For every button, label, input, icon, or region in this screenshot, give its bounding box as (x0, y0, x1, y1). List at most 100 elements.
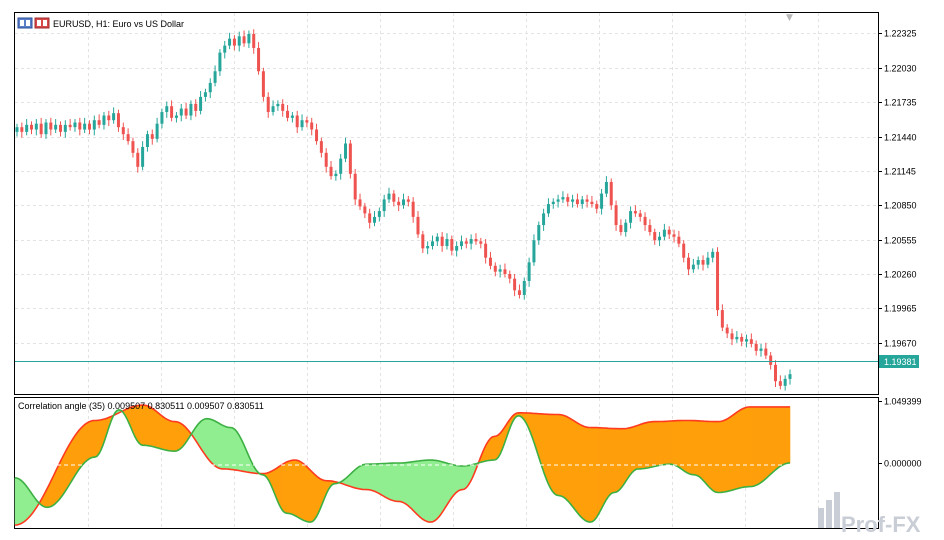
candle (73, 119, 77, 132)
candle (78, 117, 82, 136)
candle (527, 257, 531, 287)
candle (604, 176, 608, 198)
candle (58, 121, 62, 137)
candle (546, 198, 550, 217)
candle (63, 120, 67, 138)
candle (49, 117, 53, 136)
candle (638, 209, 642, 222)
candle (102, 112, 106, 130)
candle (184, 102, 188, 120)
candle (513, 273, 517, 297)
candle (677, 230, 681, 248)
candle (83, 117, 87, 134)
candle (633, 205, 637, 217)
candle (759, 343, 763, 357)
candle (590, 195, 594, 208)
price-tick-label: 1.20260 (884, 270, 917, 280)
indicator-axis: 1.049399 0.000000 (878, 397, 922, 469)
candle (416, 211, 420, 238)
candle (155, 117, 159, 143)
candle (643, 212, 647, 231)
price-tick-label: 1.20555 (884, 236, 917, 246)
candle (551, 198, 555, 209)
watermark-logo: Prof-FX (818, 492, 921, 537)
current-price-label: 1.19381 (884, 357, 917, 367)
chart-title: EURUSD, H1: Euro vs US Dollar (53, 19, 184, 29)
candle (392, 190, 396, 207)
candle (203, 88, 207, 102)
watermark-text: Prof-FX (841, 512, 921, 537)
candle (141, 141, 145, 171)
candle (131, 137, 135, 158)
candle (150, 129, 154, 145)
candle (745, 334, 749, 348)
candle (479, 237, 483, 249)
candle (15, 123, 19, 137)
candle (653, 228, 657, 245)
candle (450, 235, 454, 256)
candle (440, 232, 444, 252)
candle (165, 101, 169, 118)
candle (39, 117, 43, 138)
candle (740, 333, 744, 347)
candle (725, 324, 729, 339)
candle (237, 31, 241, 52)
candle (464, 237, 468, 249)
candle (247, 30, 251, 48)
candle (711, 248, 715, 263)
candle (426, 241, 430, 255)
candle (170, 100, 174, 122)
candle (706, 251, 710, 269)
candle (271, 100, 275, 116)
current-price-tag (879, 355, 919, 368)
candle (571, 194, 575, 208)
candle (397, 197, 401, 212)
candle (488, 251, 492, 270)
candle (218, 49, 222, 76)
candle (754, 340, 758, 356)
candle (430, 235, 434, 250)
candle (629, 206, 633, 229)
candle (179, 103, 183, 122)
candle (658, 232, 662, 247)
candle (459, 235, 463, 250)
candle (716, 247, 720, 316)
candle (261, 67, 265, 102)
candle (566, 193, 570, 207)
candle (411, 197, 415, 223)
candle (532, 234, 536, 266)
candle (556, 194, 560, 208)
candle (764, 342, 768, 360)
candle (609, 178, 613, 210)
candle (701, 255, 705, 271)
candle (34, 119, 38, 136)
candle (382, 194, 386, 217)
candle (517, 284, 521, 299)
candle (749, 333, 753, 348)
candle (788, 369, 792, 385)
candle (445, 233, 449, 250)
candle (54, 119, 58, 134)
candle (387, 187, 391, 203)
candle (537, 221, 541, 245)
candle (174, 112, 178, 123)
candle (145, 130, 149, 152)
candle (281, 99, 285, 117)
chart-shift-marker[interactable]: ▼ (786, 13, 793, 23)
candle (619, 219, 623, 236)
candle (575, 193, 579, 208)
candle (662, 223, 666, 241)
candle (735, 331, 739, 343)
candle (126, 128, 130, 145)
candle (92, 115, 96, 136)
candle (339, 153, 343, 180)
candle (493, 262, 497, 277)
candle (257, 42, 261, 75)
candle (44, 119, 48, 139)
candle (672, 229, 676, 243)
candle (585, 194, 589, 208)
candle (286, 105, 290, 122)
candle (319, 137, 323, 158)
candle (542, 208, 546, 231)
price-tick-label: 1.22325 (884, 29, 917, 39)
